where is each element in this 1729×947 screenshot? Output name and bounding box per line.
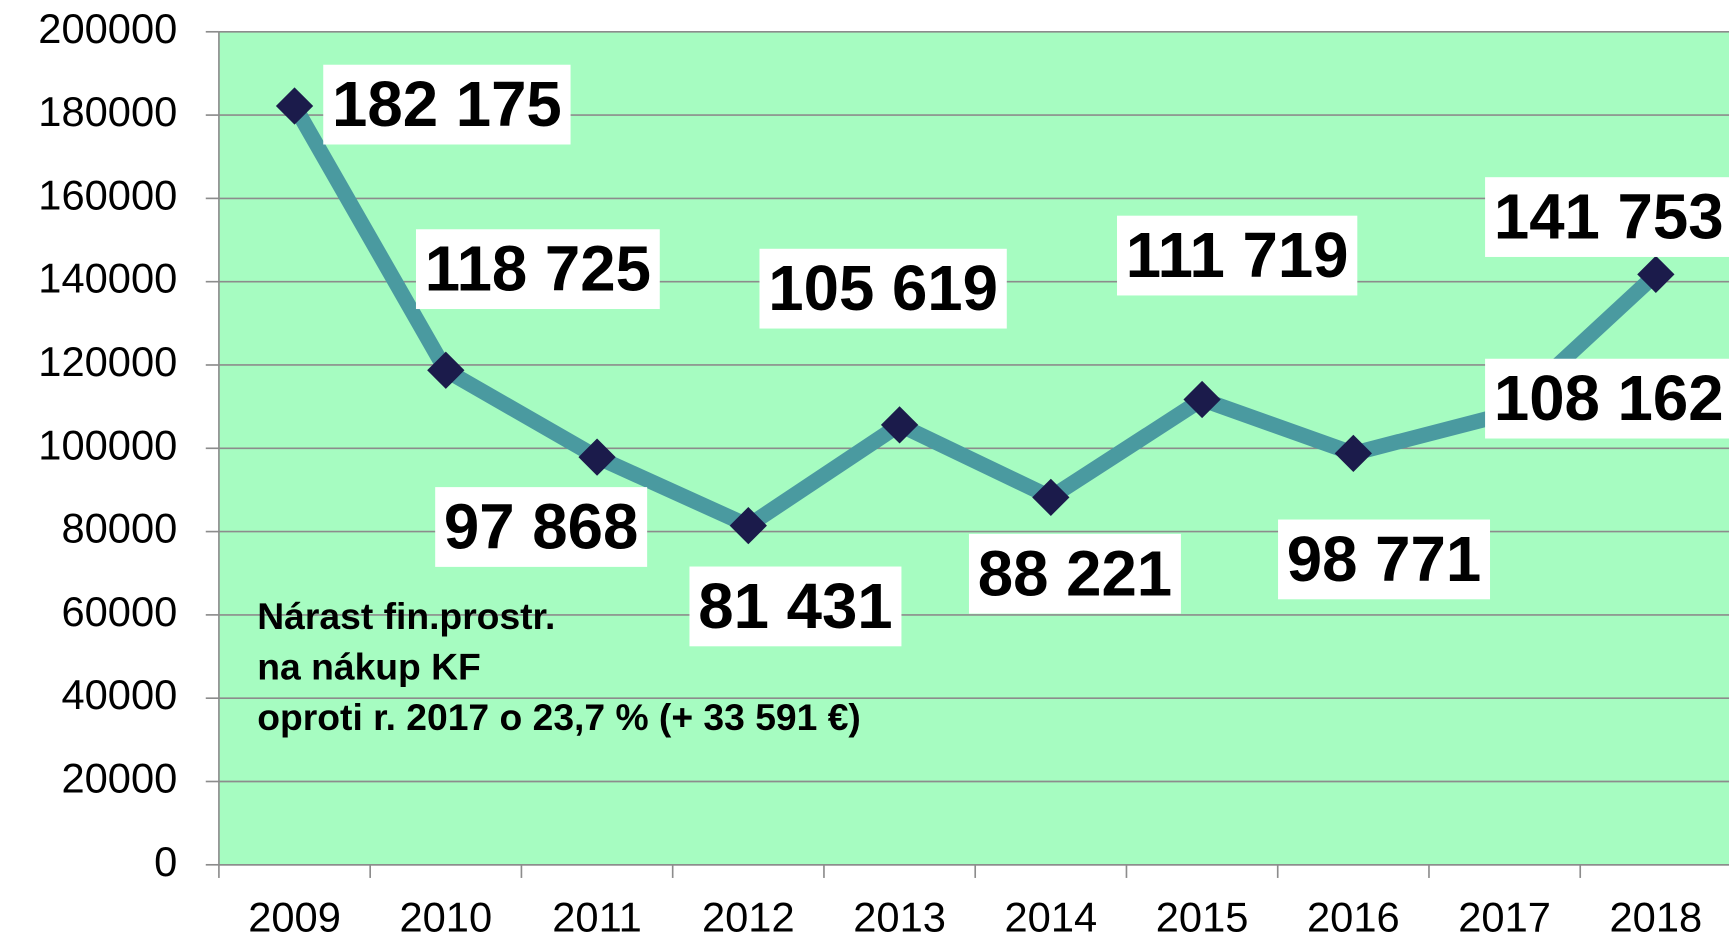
y-tick-label: 20000 <box>61 754 177 801</box>
data-label: 111 719 <box>1117 215 1358 296</box>
data-label-box <box>323 64 571 145</box>
x-tick-label: 2011 <box>552 894 642 941</box>
annotation: oproti r. 2017 o 23,7 % (+ 33 591 €) <box>257 696 861 738</box>
x-tick-label: 2010 <box>399 894 492 941</box>
data-label-text: 111 719 <box>1126 220 1349 291</box>
data-label-text: 182 175 <box>332 69 562 140</box>
y-tick-label: 60000 <box>61 588 177 635</box>
x-tick-label: 2016 <box>1307 894 1400 941</box>
data-label-text: 118 725 <box>425 234 651 305</box>
y-tick-label: 120000 <box>38 338 177 385</box>
data-label: 97 868 <box>435 487 648 567</box>
x-tick-label: 2012 <box>702 894 795 941</box>
data-label-box <box>415 229 660 310</box>
y-tick-label: 200000 <box>38 5 177 52</box>
y-tick-label: 180000 <box>38 88 177 135</box>
data-label-text: 98 771 <box>1287 524 1481 595</box>
data-label-box <box>968 533 1181 614</box>
data-label: 182 175 <box>323 64 571 145</box>
data-label-text: 88 221 <box>978 538 1172 609</box>
data-label-box <box>1485 358 1729 439</box>
x-tick-label: 2014 <box>1005 894 1098 941</box>
y-tick-label: 80000 <box>61 505 177 552</box>
marker <box>880 406 919 444</box>
x-tick-label: 2009 <box>248 894 341 941</box>
line <box>287 102 1662 534</box>
x-tick-label: 2017 <box>1458 894 1551 941</box>
data-label: 118 725 <box>415 229 660 310</box>
data-label-box <box>1485 177 1729 257</box>
y-tick-label: 140000 <box>38 255 177 302</box>
data-label-text: 108 162 <box>1494 363 1724 434</box>
data-label-box <box>435 487 648 567</box>
marker <box>275 87 314 125</box>
marker <box>427 351 465 389</box>
data-label: 98 771 <box>1278 519 1491 600</box>
data-label: 141 753 <box>1485 177 1729 257</box>
marker <box>729 506 767 545</box>
y-tick-label: 100000 <box>38 421 177 468</box>
annotation: na nákup KF <box>257 646 481 688</box>
data-label-text: 141 753 <box>1494 182 1724 253</box>
data-label-box <box>759 248 1007 329</box>
data-label: 108 162 <box>1485 358 1729 439</box>
data-label: 81 431 <box>689 566 902 647</box>
data-label-text: 97 868 <box>444 491 638 562</box>
data-label-box <box>1278 519 1491 600</box>
annotation: Nárast fin.prostr. <box>257 595 555 637</box>
x-tick-label: 2013 <box>853 894 946 941</box>
data-label-box <box>689 566 902 647</box>
x-tick-label: 2018 <box>1610 894 1703 941</box>
marker <box>1183 380 1221 419</box>
marker <box>1334 434 1372 473</box>
data-label: 88 221 <box>968 533 1181 614</box>
y-tick-label: 40000 <box>61 671 177 718</box>
data-label-box <box>1117 215 1358 296</box>
data-label-text: 105 619 <box>768 253 998 324</box>
marker <box>578 438 616 476</box>
y-tick-label: 160000 <box>38 171 177 218</box>
data-label-text: 81 431 <box>698 571 892 642</box>
data-label: 105 619 <box>759 248 1007 329</box>
x-tick-label: 2015 <box>1156 894 1249 941</box>
y-tick-label: 0 <box>154 838 177 885</box>
